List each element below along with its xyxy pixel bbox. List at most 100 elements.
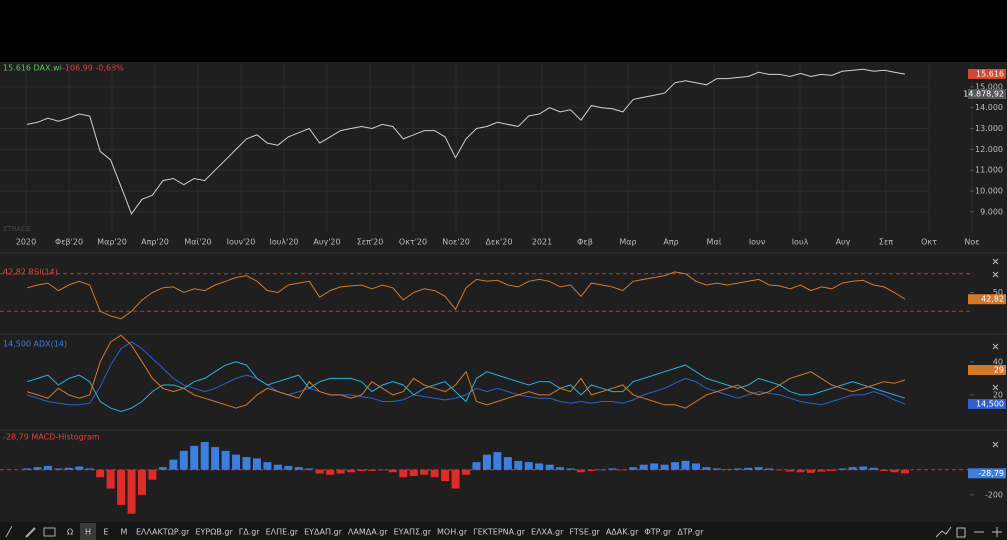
histogram-bar	[859, 466, 868, 470]
price-tag-label: 14,500	[976, 400, 1004, 409]
symbol-tab[interactable]: ΑΔΑΚ.gr	[606, 528, 639, 537]
period-button[interactable]: Η	[85, 528, 91, 537]
histogram-bar	[336, 469, 345, 474]
price-tag	[968, 69, 1006, 79]
symbol-tab[interactable]: ΕΛΧΑ.gr	[531, 528, 564, 537]
period-button[interactable]: Μ	[121, 528, 128, 537]
histogram-bar	[608, 468, 617, 470]
x-tick-label: Σεπ'20	[357, 238, 384, 247]
symbol-tab[interactable]: FTSE.gr	[569, 528, 600, 537]
histogram-bar	[493, 452, 502, 470]
symbol-tab[interactable]: ΔΤΡ.gr	[677, 528, 704, 537]
histogram-bar	[597, 469, 606, 471]
histogram-bar	[378, 469, 387, 471]
symbol-tab[interactable]: ΕΥΑΠΣ.gr	[394, 528, 432, 537]
histogram-bar	[671, 462, 680, 470]
symbol-tab[interactable]: ΜΟΗ.gr	[437, 528, 468, 537]
histogram-bar	[817, 469, 826, 472]
series-line	[26, 271, 906, 320]
tool-icon[interactable]	[5, 525, 13, 538]
x-tick-label: Οκτ	[921, 238, 937, 247]
x-tick-label: Δεκ'20	[486, 238, 513, 247]
histogram-bar	[305, 468, 314, 470]
x-tick-label: Ιουλ	[792, 238, 809, 247]
histogram-bar	[43, 465, 52, 470]
symbol-tab[interactable]: ΓΕΚΤΕΡΝΑ.gr	[473, 528, 526, 537]
close-icon[interactable]	[992, 441, 999, 448]
price-tag-label: 14.878,92	[963, 90, 1004, 99]
symbol-tab[interactable]: ΕΥΡΩΒ.gr	[195, 528, 233, 537]
x-tick-label: Απρ'20	[141, 238, 169, 247]
histogram-bar	[723, 469, 732, 470]
x-tick-label: Σεπ	[879, 238, 893, 247]
histogram-bar	[472, 462, 481, 470]
histogram-bar	[409, 469, 418, 476]
histogram-bar	[294, 467, 303, 470]
chart-background	[0, 62, 1007, 522]
tool-icon[interactable]	[25, 527, 36, 538]
histogram-bar	[639, 464, 648, 470]
histogram-bar	[96, 469, 105, 478]
x-tick-label: Οκτ'20	[399, 238, 427, 247]
histogram-bar	[838, 468, 847, 470]
histogram-bar	[117, 469, 126, 505]
histogram-bar	[33, 467, 42, 470]
histogram-bar	[451, 469, 460, 489]
close-icon[interactable]	[992, 343, 999, 350]
histogram-bar	[242, 457, 251, 470]
period-active	[80, 523, 96, 540]
histogram-bar	[252, 458, 261, 470]
close-icon[interactable]	[992, 384, 999, 391]
symbol-tab[interactable]: ΕΥΔΑΠ.gr	[304, 528, 343, 537]
symbol-tab[interactable]: ΓΔ.gr	[239, 528, 261, 537]
y-tick-label: 15.000	[975, 82, 1003, 91]
period-button[interactable]: Ε	[103, 528, 108, 537]
symbol-tab[interactable]: ΛΑΜΔΑ.gr	[348, 528, 388, 537]
histogram-bar	[367, 469, 376, 471]
histogram-bar	[23, 468, 31, 470]
histogram-bar	[754, 467, 763, 470]
y-tick-label: 20	[993, 390, 1003, 399]
chart-type-icon[interactable]	[935, 526, 952, 538]
histogram-bar	[890, 469, 899, 473]
histogram-bar	[85, 468, 94, 470]
x-tick-label: Αυγ'20	[313, 238, 340, 247]
histogram-bar	[650, 463, 659, 470]
x-tick-label: Μαϊ'20	[184, 238, 211, 247]
symbol-tab[interactable]: ΕΛΛΑΚΤΩΡ.gr	[136, 528, 190, 537]
period-button[interactable]: Ω	[67, 528, 73, 537]
price-tag	[968, 365, 1006, 376]
adx-label: 14,500 ADX(14)	[3, 340, 67, 349]
histogram-bar	[503, 457, 512, 470]
histogram-bar	[514, 460, 523, 470]
close-icon[interactable]	[992, 258, 999, 265]
histogram-bar	[137, 469, 146, 495]
histogram-bar	[430, 469, 439, 478]
histogram-bar	[315, 469, 324, 474]
tool-icon[interactable]	[43, 527, 56, 537]
chart-style-icon[interactable]	[956, 527, 966, 538]
price-tag	[968, 294, 1006, 305]
close-icon[interactable]	[992, 271, 999, 278]
series-line	[26, 68, 906, 215]
histogram-bar	[691, 463, 700, 470]
histogram-bar	[200, 442, 209, 470]
price-tag-label: 42,82	[981, 295, 1004, 304]
x-tick-label: Φεβ'20	[55, 238, 83, 247]
x-tick-label: Αυγ	[836, 238, 851, 247]
symbol-tab[interactable]: ΕΛΠΕ.gr	[266, 528, 299, 537]
symbol-tab[interactable]: ΦΤΡ.gr	[644, 528, 672, 537]
change-label: -106,99 -0,68%	[62, 64, 124, 73]
price-tag-label: -28,79	[978, 469, 1004, 478]
histogram-bar	[796, 469, 805, 473]
x-tick-label: Ιουλ'20	[270, 238, 299, 247]
y-tick-label: 12.000	[975, 145, 1003, 154]
histogram-bar	[775, 469, 784, 471]
histogram-bar	[158, 467, 167, 470]
histogram-bar	[618, 469, 627, 471]
y-tick-label: 50	[993, 288, 1003, 297]
histogram-bar	[733, 468, 742, 470]
histogram-bar	[869, 467, 878, 470]
